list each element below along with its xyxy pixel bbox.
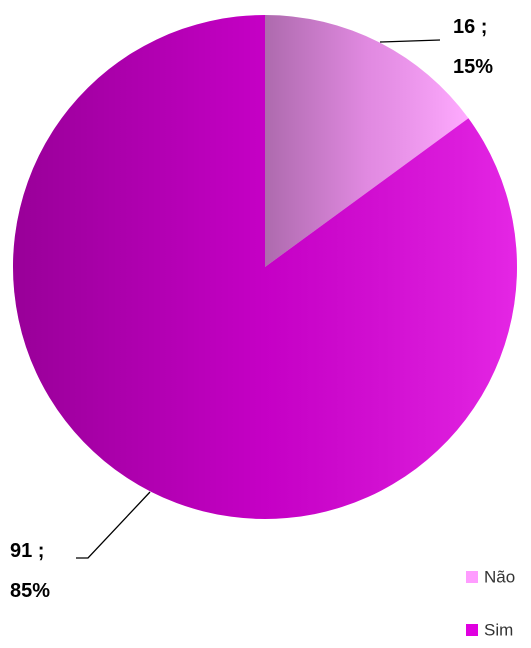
legend-label: Não [484,567,515,586]
data-label-line: 85% [10,580,50,602]
data-label-line: 15% [453,56,493,78]
data-label-line: 16 ; [453,16,487,38]
legend-swatch [466,571,478,583]
data-label: 91 ; 85% [10,540,50,602]
leader-line [76,491,151,559]
legend-swatch [466,624,478,636]
legend-label: Sim [484,620,513,639]
data-label: 16 ; 15% [453,16,493,78]
data-label-line: 91 ; [10,540,44,562]
leader-line [379,39,441,43]
